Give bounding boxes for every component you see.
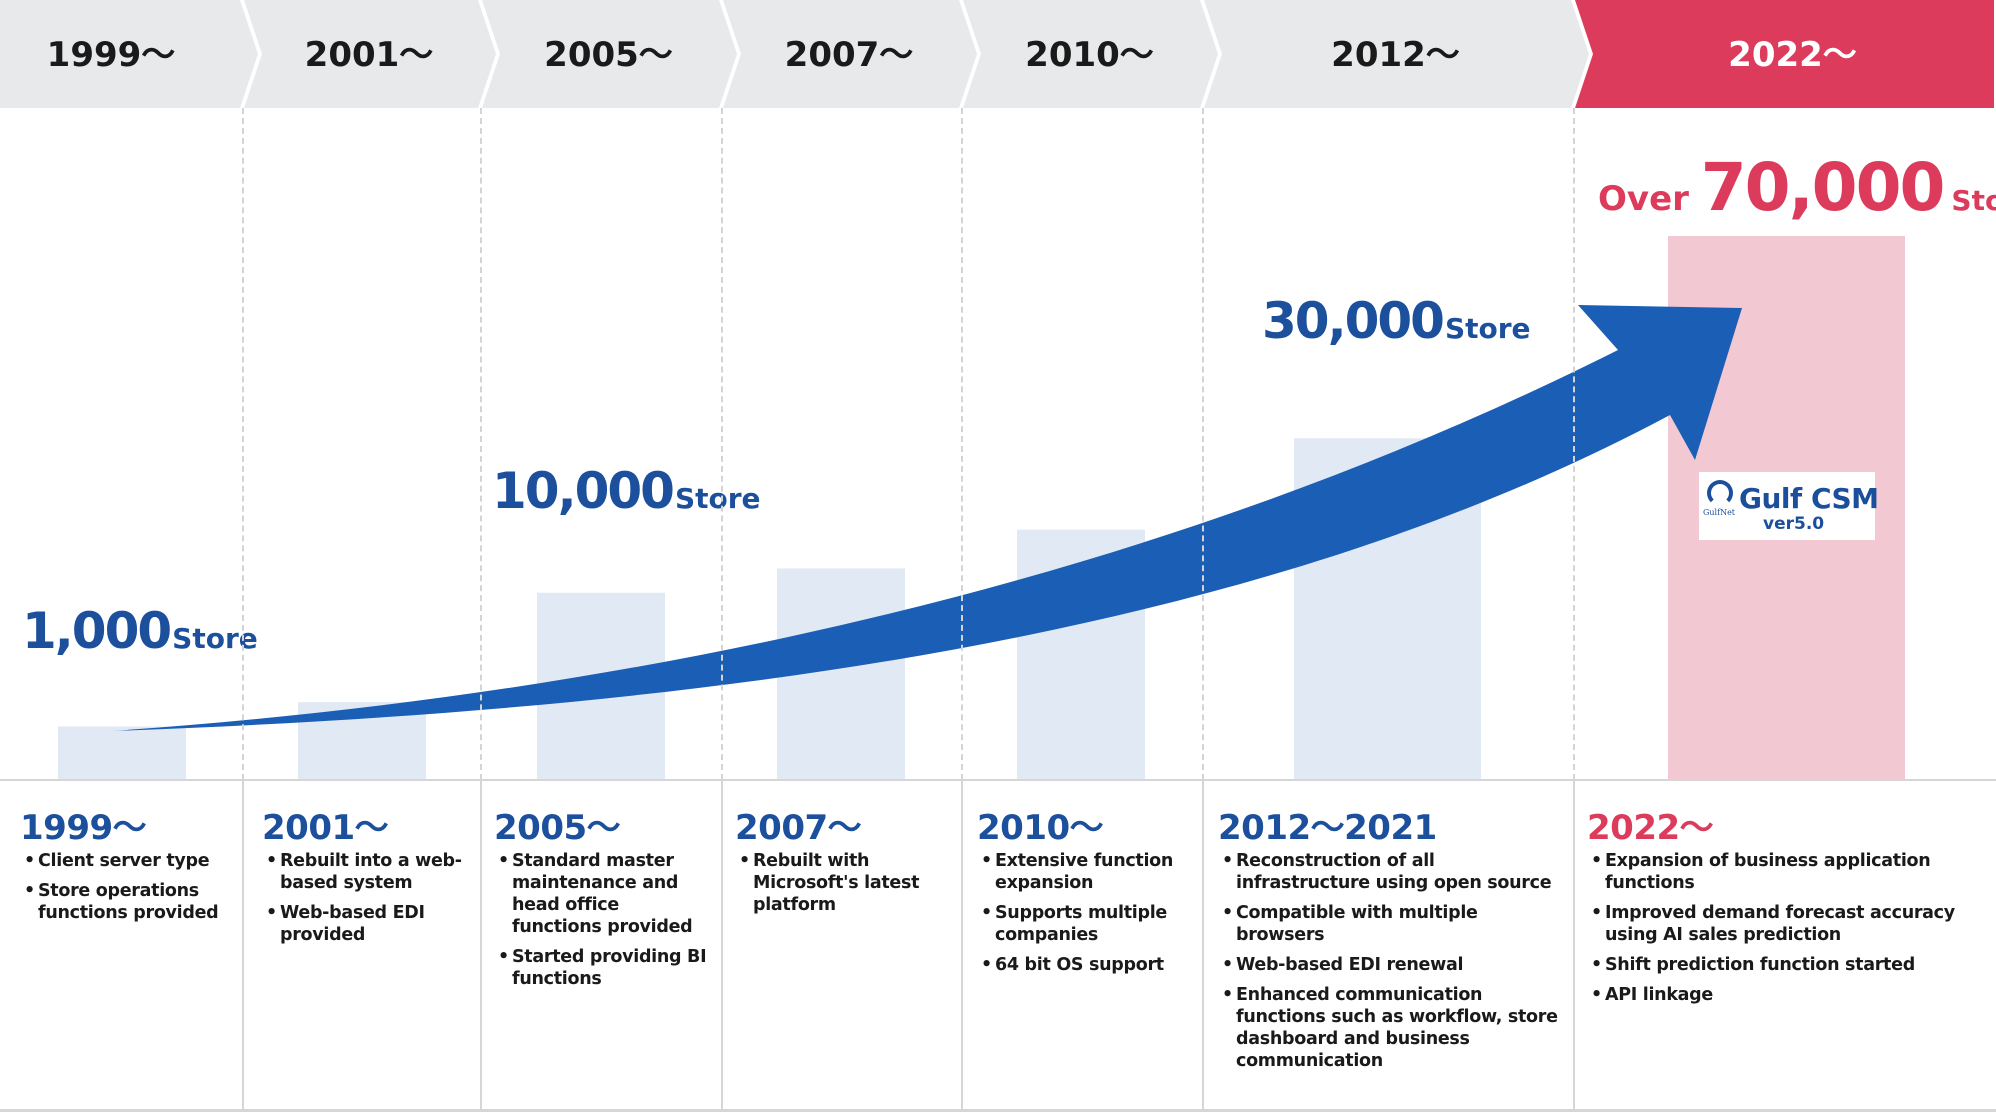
banner-chevron <box>1575 0 1994 108</box>
column-divider <box>242 108 244 780</box>
data-label-unit: Store <box>1445 312 1531 345</box>
feature-list: Reconstruction of all infrastructure usi… <box>1222 850 1565 1080</box>
feature-item: Client server type <box>24 850 234 872</box>
data-label-unit: Store <box>172 622 258 655</box>
period-column: 1999〜Client server type Store operations … <box>2 780 240 1112</box>
period-divider <box>1202 780 1204 1112</box>
data-label-unit: Store <box>1951 184 1996 217</box>
trend-arrow <box>112 305 1742 731</box>
banner-chevron <box>0 0 258 108</box>
feature-list: Extensive function expansion Supports mul… <box>981 850 1194 984</box>
column-divider <box>721 108 723 780</box>
feature-item: Extensive function expansion <box>981 850 1194 894</box>
logo-brand: Gulf CSM <box>1739 482 1879 515</box>
data-label-unit: Store <box>675 482 761 515</box>
feature-item: Standard master maintenance and head off… <box>498 850 713 938</box>
period-divider <box>961 780 963 1112</box>
logo-mark-text: GulfNet <box>1703 508 1736 517</box>
banner-chevron <box>963 0 1218 108</box>
feature-item: Expansion of business application functi… <box>1591 850 1988 894</box>
period-column: 2001〜Rebuilt into a web-based system Web-… <box>244 780 478 1112</box>
feature-list: Client server type Store operations funct… <box>24 850 234 932</box>
banner-year-label: 2007〜 <box>785 35 914 75</box>
period-column: 2007〜Rebuilt with Microsoft's latest pla… <box>723 780 959 1112</box>
feature-item: Compatible with multiple browsers <box>1222 902 1565 946</box>
period-title: 2005〜 <box>494 808 621 848</box>
period-divider <box>242 780 244 1112</box>
feature-item: Rebuilt with Microsoft's latest platform <box>739 850 953 916</box>
data-label: 1,000Store <box>22 602 258 660</box>
banner-chevron <box>244 0 496 108</box>
banner-year-label: 2022〜 <box>1728 35 1857 75</box>
banner-year-label: 2010〜 <box>1025 35 1154 75</box>
period-title: 2001〜 <box>262 808 389 848</box>
banner-year-label: 2005〜 <box>544 35 673 75</box>
period-title: 2012〜2021 <box>1218 808 1437 848</box>
data-label: 10,000Store <box>492 462 761 520</box>
data-label-prefix: Over <box>1598 179 1701 219</box>
logo-version: ver5.0 <box>1763 514 1825 534</box>
data-label: Over 70,000Store <box>1598 149 1996 226</box>
period-column: 2010〜Extensive function expansion Support… <box>963 780 1200 1112</box>
feature-item: Store operations functions provided <box>24 880 234 924</box>
period-column: 2012〜2021Reconstruction of all infrastru… <box>1204 780 1571 1112</box>
column-divider <box>1573 108 1575 780</box>
banner-year-label: 2001〜 <box>305 35 434 75</box>
period-divider <box>721 780 723 1112</box>
gulfnet-logo-icon <box>1707 480 1733 506</box>
banner-year-label: 2012〜 <box>1331 35 1460 75</box>
banner-chevron <box>1204 0 1589 108</box>
column-divider <box>961 108 963 780</box>
feature-item: Reconstruction of all infrastructure usi… <box>1222 850 1565 894</box>
feature-item: Started providing BI functions <box>498 946 713 990</box>
data-label-number: 30,000 <box>1262 292 1443 350</box>
feature-item: Web-based EDI renewal <box>1222 954 1565 976</box>
feature-item: API linkage <box>1591 984 1988 1006</box>
feature-item: 64 bit OS support <box>981 954 1194 976</box>
banner-year-label: 1999〜 <box>47 35 176 75</box>
bottom-border <box>0 1109 1996 1112</box>
column-divider <box>480 108 482 780</box>
feature-item: Supports multiple companies <box>981 902 1194 946</box>
feature-list: Standard master maintenance and head off… <box>498 850 713 998</box>
chart-bar <box>58 726 186 779</box>
banner-chevron <box>482 0 737 108</box>
data-label: 30,000Store <box>1262 292 1531 350</box>
period-divider <box>480 780 482 1112</box>
feature-item: Improved demand forecast accuracy using … <box>1591 902 1988 946</box>
feature-item: Web-based EDI provided <box>266 902 472 946</box>
feature-list: Rebuilt with Microsoft's latest platform <box>739 850 953 924</box>
baseline-divider <box>0 779 1996 781</box>
period-title: 1999〜 <box>20 808 147 848</box>
timeline-banner: 1999〜 2001〜 2005〜 2007〜 2010〜 2012〜 2022〜 <box>0 0 1994 108</box>
data-label-number: 1,000 <box>22 602 170 660</box>
banner-chevron <box>723 0 977 108</box>
period-title: 2022〜 <box>1587 808 1714 848</box>
feature-list: Expansion of business application functi… <box>1591 850 1988 1014</box>
period-title: 2007〜 <box>735 808 862 848</box>
feature-item: Rebuilt into a web-based system <box>266 850 472 894</box>
feature-list: Rebuilt into a web-based system Web-based… <box>266 850 472 954</box>
data-label-number: 70,000 <box>1701 149 1944 226</box>
period-title: 2010〜 <box>977 808 1104 848</box>
period-divider <box>1573 780 1575 1112</box>
column-divider <box>1202 108 1204 780</box>
gulf-csm-logo: GulfNet Gulf CSM ver5.0 <box>1699 472 1879 540</box>
period-column: 2005〜Standard master maintenance and hea… <box>482 780 719 1112</box>
period-column: 2022〜Expansion of business application f… <box>1575 780 1994 1112</box>
feature-item: Enhanced communication functions such as… <box>1222 984 1565 1072</box>
feature-item: Shift prediction function started <box>1591 954 1988 976</box>
data-label-number: 10,000 <box>492 462 673 520</box>
